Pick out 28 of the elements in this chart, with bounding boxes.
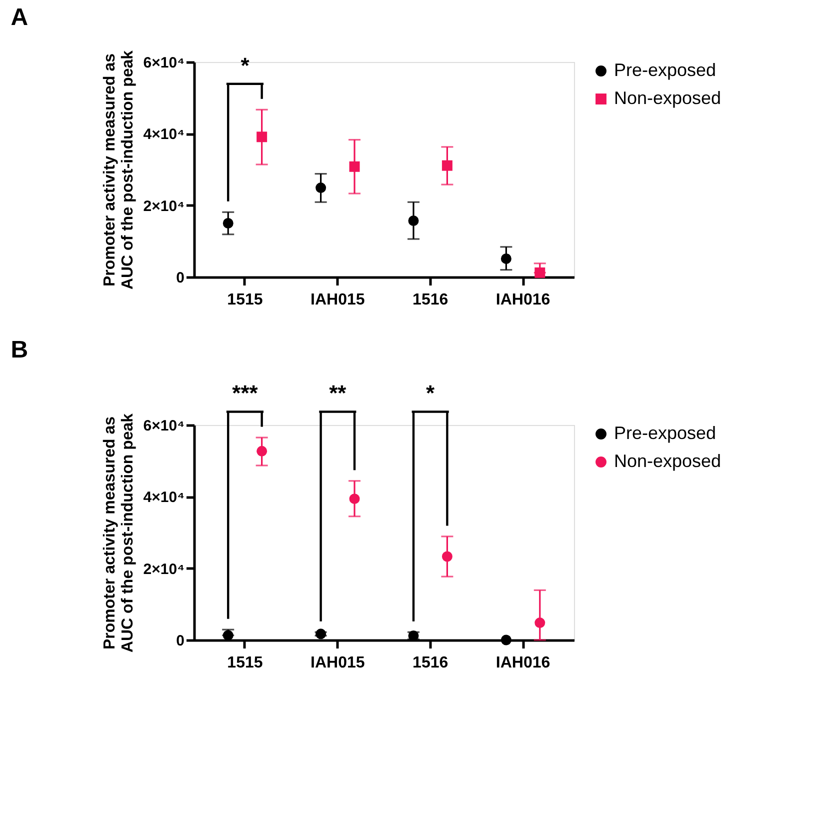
y-tick-label: 2×10⁴ <box>143 560 184 578</box>
legend-label: Pre-exposed <box>614 423 716 443</box>
text: ** <box>329 380 347 406</box>
x-tick-label: IAH016 <box>496 654 550 672</box>
x-tick-label: IAH015 <box>310 292 365 308</box>
legend-label: Non-exposed <box>614 451 722 471</box>
x-tick-label: 1516 <box>412 292 448 308</box>
legend-label: Non-exposed <box>614 88 722 108</box>
x-tick-label: 1516 <box>412 654 448 672</box>
x-tick-label: IAH015 <box>310 654 365 672</box>
legend-label: Pre-exposed <box>614 60 716 80</box>
chart-title: A <box>10 4 28 31</box>
text: *** <box>232 380 258 406</box>
y-axis-title: Promoter activity measured as AUC of the post-induction peak <box>101 50 136 290</box>
y-axis-title: Promoter activity measured as AUC of the post-induction peak <box>101 413 136 653</box>
annotation: * <box>240 52 250 78</box>
chart-title: B <box>10 336 28 364</box>
y-tick-label: 4×10⁴ <box>143 489 184 506</box>
text: * <box>426 380 436 406</box>
x-tick-label: 1515 <box>227 292 263 308</box>
y-tick-label: 2×10⁴ <box>143 198 184 215</box>
y-tick-label: 6×10⁴ <box>143 418 184 434</box>
y-tick-label: 0 <box>176 632 184 650</box>
y-tick-label: 6×10⁴ <box>143 54 184 72</box>
y-tick-label: 0 <box>176 270 184 286</box>
y-tick-label: 4×10⁴ <box>143 126 184 144</box>
x-tick-label: 1515 <box>227 654 263 672</box>
x-tick-label: IAH016 <box>496 292 550 308</box>
